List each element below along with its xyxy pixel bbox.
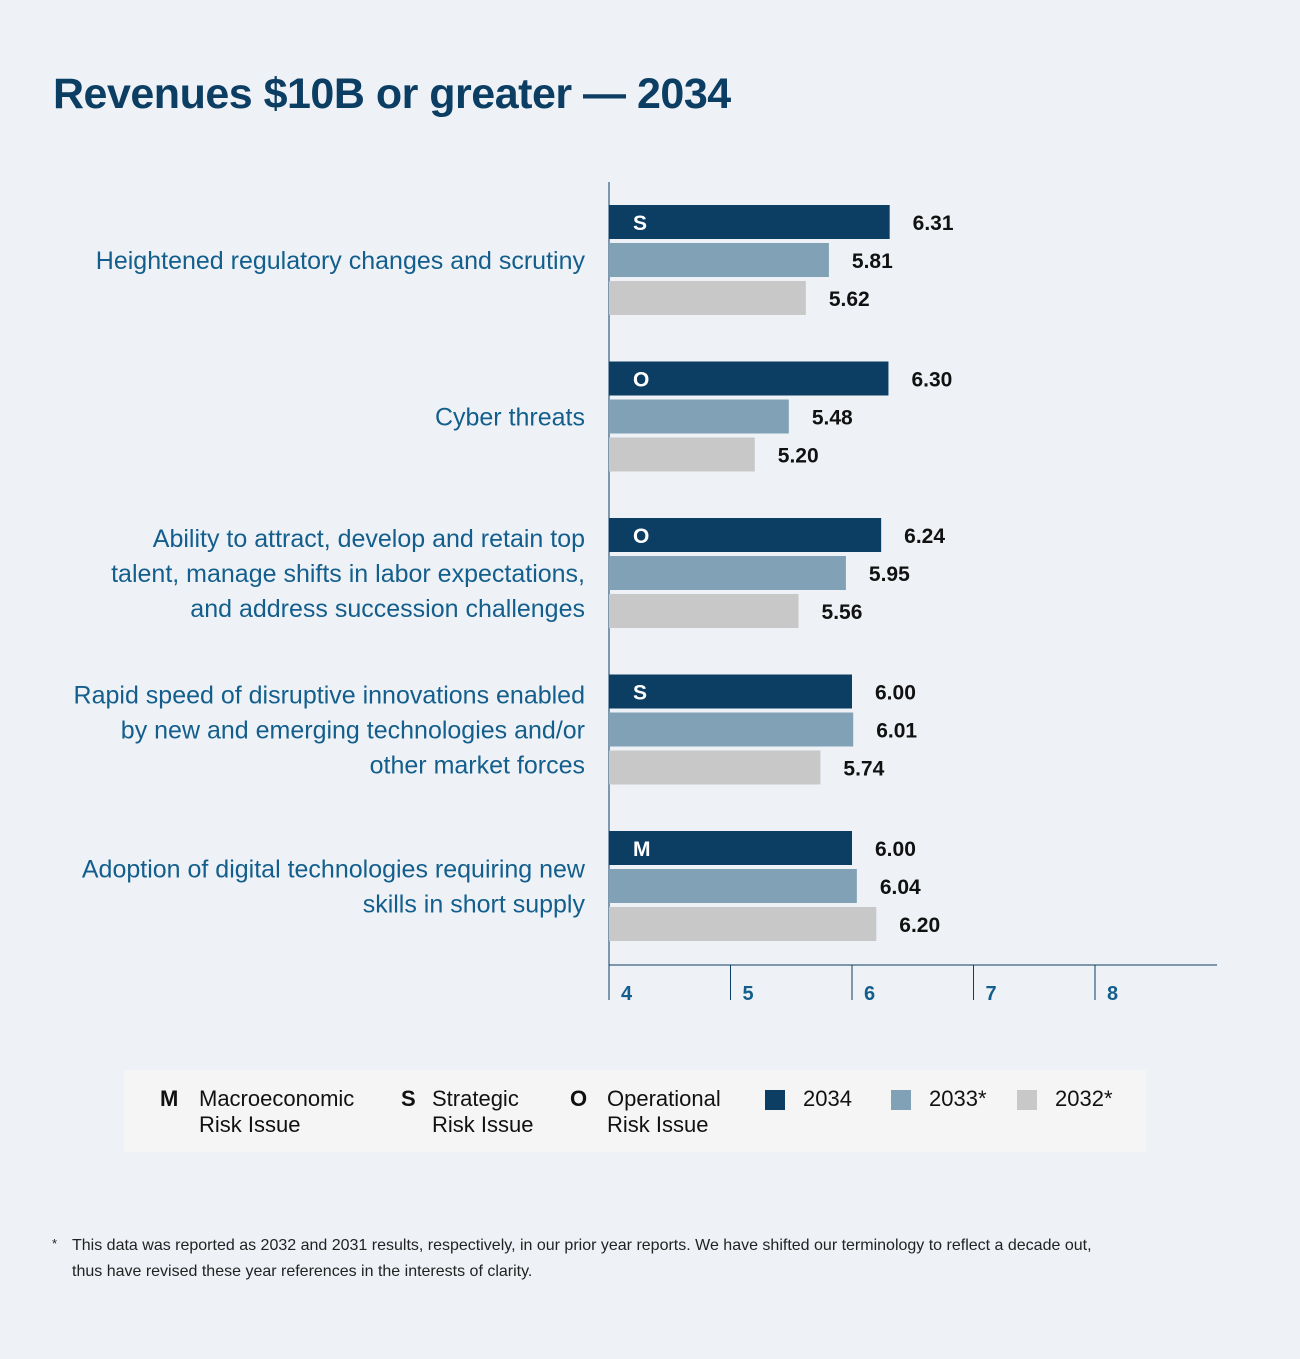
category-label: and address succession challenges <box>190 595 585 623</box>
category-label: skills in short supply <box>363 891 586 919</box>
legend-swatch <box>1017 1090 1037 1110</box>
bar-2032 <box>609 907 877 941</box>
bar-2033 <box>609 556 846 590</box>
legend-label: Risk Issue <box>432 1112 534 1137</box>
value-label: 5.20 <box>778 445 819 468</box>
legend-label: Risk Issue <box>607 1112 709 1137</box>
x-tick-label: 4 <box>621 983 633 1005</box>
category-label: by new and emerging technologies and/or <box>121 717 585 745</box>
bar-2032 <box>609 437 755 472</box>
x-tick-label: 5 <box>743 983 754 1005</box>
category-label: Ability to attract, develop and retain t… <box>153 525 585 553</box>
category-label: Heightened regulatory changes and scruti… <box>96 247 586 275</box>
legend-label: Macroeconomic <box>199 1086 355 1111</box>
bar-2034 <box>609 361 889 396</box>
x-tick-label: 8 <box>1107 983 1118 1005</box>
value-label: 6.00 <box>875 682 916 705</box>
footnote-line: This data was reported as 2032 and 2031 … <box>72 1237 1092 1254</box>
category-label: Cyber threats <box>435 404 585 432</box>
bar-2033 <box>609 243 829 277</box>
x-tick-label: 6 <box>864 983 875 1005</box>
value-label: 5.62 <box>829 288 870 311</box>
legend-label: Risk Issue <box>199 1112 301 1137</box>
risk-type-label: S <box>633 212 647 235</box>
value-label: 6.31 <box>913 212 954 235</box>
category-label: other market forces <box>370 752 585 780</box>
category-label: talent, manage shifts in labor expectati… <box>111 560 585 588</box>
bar-2032 <box>609 594 799 628</box>
category-label: Adoption of digital technologies requiri… <box>82 856 586 884</box>
value-label: 6.01 <box>876 720 917 743</box>
value-label: 5.95 <box>869 563 910 586</box>
legend-code: M <box>160 1086 179 1111</box>
bar-2034 <box>609 831 852 865</box>
bar-chart: Heightened regulatory changes and scruti… <box>74 182 1217 1005</box>
legend-code: O <box>570 1086 588 1111</box>
risk-type-label: O <box>633 369 649 392</box>
x-tick-label: 7 <box>986 983 997 1005</box>
risk-type-label: O <box>633 525 649 548</box>
category-label: Rapid speed of disruptive innovations en… <box>74 682 585 710</box>
risk-type-label: S <box>633 682 647 705</box>
bar-2032 <box>609 281 806 315</box>
risk-type-label: M <box>633 838 651 861</box>
footnote: * This data was reported as 2032 and 203… <box>52 1233 1182 1285</box>
bar-2033 <box>609 712 854 747</box>
bar-2033 <box>609 399 789 434</box>
value-label: 5.81 <box>852 250 893 273</box>
value-label: 5.56 <box>822 601 863 624</box>
legend-swatch <box>891 1090 911 1110</box>
legend-label: Strategic <box>432 1086 519 1111</box>
chart-title: Revenues $10B or greater — 2034 <box>53 70 731 118</box>
legend-label: 2034 <box>803 1086 852 1111</box>
bar-2032 <box>609 750 821 785</box>
value-label: 6.04 <box>880 876 921 899</box>
footnote-mark: * <box>52 1236 58 1251</box>
value-label: 5.74 <box>843 758 884 781</box>
legend-swatch <box>765 1090 785 1110</box>
value-label: 6.00 <box>875 838 916 861</box>
legend-code: S <box>401 1086 416 1111</box>
value-label: 5.48 <box>812 407 853 430</box>
bar-2034 <box>609 205 890 239</box>
bar-2034 <box>609 674 852 709</box>
value-label: 6.20 <box>899 914 940 937</box>
value-label: 6.24 <box>904 525 945 548</box>
bar-2033 <box>609 869 857 903</box>
legend-label: 2032* <box>1055 1086 1113 1111</box>
legend-label: 2033* <box>929 1086 987 1111</box>
legend-label: Operational <box>607 1086 721 1111</box>
footnote-line: thus have revised these year references … <box>72 1263 533 1280</box>
legend: M Macroeconomic Risk Issue S Strategic R… <box>124 1070 1146 1152</box>
value-label: 6.30 <box>911 369 952 392</box>
bar-2034 <box>609 518 882 552</box>
